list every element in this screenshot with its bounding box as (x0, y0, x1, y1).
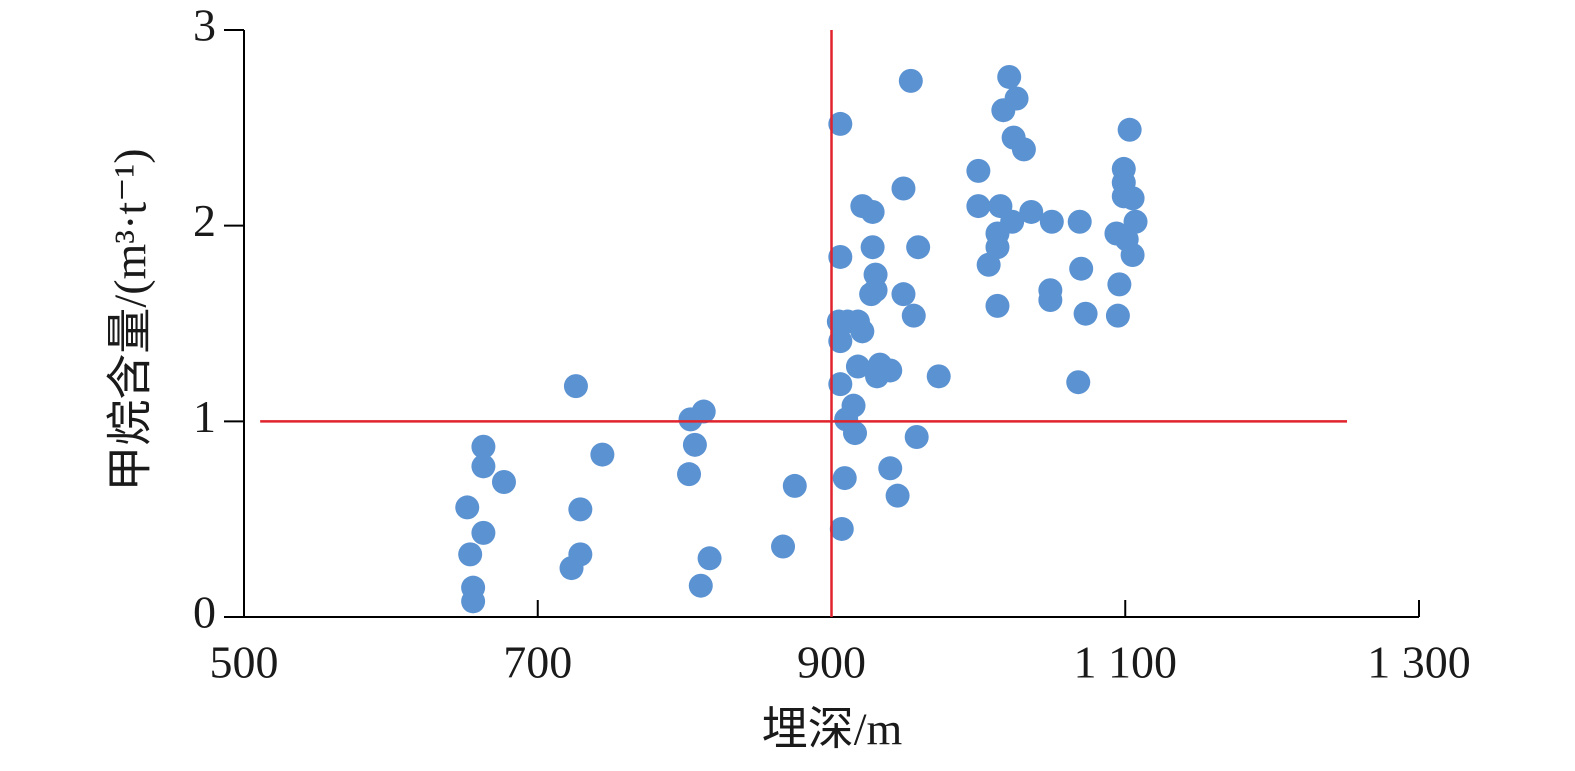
y-tick-label: 2 (193, 195, 216, 246)
scatter-point (885, 483, 910, 508)
scatter-point (1107, 272, 1132, 297)
scatter-point (841, 393, 866, 418)
scatter-point (677, 462, 702, 487)
scatter-point (568, 497, 593, 522)
scatter-point (682, 432, 707, 457)
scatter-point (985, 293, 1010, 318)
x-tick-label: 700 (503, 637, 572, 688)
scatter-point (491, 469, 516, 494)
scatter-point (997, 64, 1022, 89)
scatter-point (828, 329, 853, 354)
y-axis-label: 甲烷含量/(m³·t⁻¹) (105, 148, 156, 491)
scatter-point (891, 176, 916, 201)
scatter-point (845, 354, 870, 379)
scatter-point (1073, 301, 1098, 326)
scatter-point (926, 364, 951, 389)
scatter-point (843, 421, 867, 446)
scatter-point (976, 252, 1001, 277)
scatter-point (1069, 256, 1094, 281)
y-tick-label: 3 (193, 0, 216, 51)
scatter-point (828, 244, 853, 269)
scatter-point (461, 589, 486, 614)
scatter-point (471, 520, 496, 545)
x-tick-label: 1 300 (1367, 637, 1471, 688)
scatter-point (1038, 288, 1063, 313)
scatter-point (771, 534, 796, 559)
scatter-point (829, 516, 854, 541)
scatter-point (906, 235, 931, 260)
scatter-point (455, 495, 480, 520)
scatter-point (782, 473, 807, 498)
x-axis-label: 埋深/m (762, 704, 903, 755)
scatter-point (828, 111, 853, 136)
scatter-point (878, 456, 903, 481)
x-tick-label: 1 100 (1074, 637, 1178, 688)
scatter-point (1105, 303, 1130, 328)
scatter-point (860, 199, 885, 224)
scatter-point (471, 434, 496, 459)
scatter-point (458, 542, 483, 567)
scatter-point (471, 454, 496, 479)
scatter-point (688, 573, 713, 598)
scatter-point (563, 374, 588, 399)
scatter-point (898, 68, 923, 93)
scatter-point (966, 194, 991, 219)
scatter-point (828, 372, 853, 397)
scatter-point (1039, 209, 1064, 234)
scatter-point (966, 158, 991, 183)
scatter-point (1019, 199, 1044, 224)
scatter-point (860, 235, 885, 260)
scatter-point (559, 556, 584, 581)
scatter-point (1004, 86, 1029, 111)
x-tick-label: 500 (210, 637, 279, 688)
scatter-point (1067, 209, 1092, 234)
scatter-point (1117, 117, 1142, 142)
scatter-point (697, 546, 722, 571)
scatter-point (691, 399, 716, 424)
y-tick-label: 0 (193, 587, 216, 638)
scatter-point (904, 424, 929, 449)
scatter-point (590, 442, 615, 467)
scatter-point (891, 282, 916, 307)
scatter-point (1120, 186, 1145, 211)
scatter-point (878, 358, 903, 383)
scatter-point (1066, 370, 1091, 395)
scatter-point (832, 466, 857, 491)
scatter-point (1011, 137, 1036, 162)
scatter-point (901, 303, 926, 328)
scatter-point (850, 319, 875, 344)
y-tick-label: 1 (193, 391, 216, 442)
x-tick-label: 900 (797, 637, 866, 688)
scatter-point (1120, 243, 1145, 268)
scatter-point (859, 282, 884, 307)
